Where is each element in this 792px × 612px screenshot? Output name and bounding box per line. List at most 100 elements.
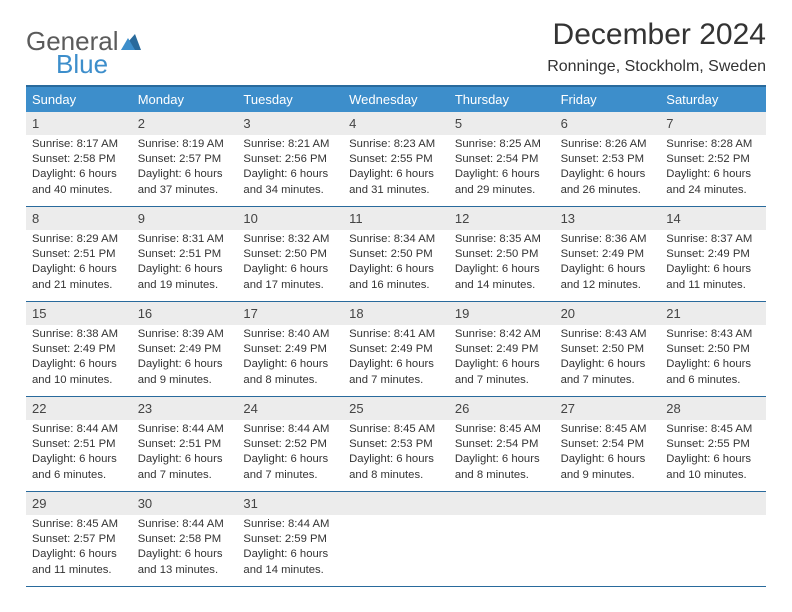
day-detail-line: and 17 minutes. — [243, 278, 337, 293]
day-detail-line: and 34 minutes. — [243, 183, 337, 198]
day-cell: 3Sunrise: 8:21 AMSunset: 2:56 PMDaylight… — [237, 112, 343, 206]
day-details: Sunrise: 8:34 AMSunset: 2:50 PMDaylight:… — [343, 230, 449, 293]
day-details: Sunrise: 8:44 AMSunset: 2:52 PMDaylight:… — [237, 420, 343, 483]
logo: General Blue — [26, 18, 141, 77]
day-details: Sunrise: 8:21 AMSunset: 2:56 PMDaylight:… — [237, 135, 343, 198]
day-number: 4 — [343, 112, 449, 135]
day-cell: 24Sunrise: 8:44 AMSunset: 2:52 PMDayligh… — [237, 397, 343, 491]
day-detail-line: and 7 minutes. — [138, 468, 232, 483]
day-detail-line: Sunrise: 8:44 AM — [138, 422, 232, 437]
day-number: 10 — [237, 207, 343, 230]
day-number: 13 — [555, 207, 661, 230]
day-detail-line: Sunrise: 8:26 AM — [561, 137, 655, 152]
day-detail-line: Sunset: 2:50 PM — [349, 247, 443, 262]
day-cell: 2Sunrise: 8:19 AMSunset: 2:57 PMDaylight… — [132, 112, 238, 206]
day-number: 12 — [449, 207, 555, 230]
day-detail-line: and 10 minutes. — [32, 373, 126, 388]
day-cell: 11Sunrise: 8:34 AMSunset: 2:50 PMDayligh… — [343, 207, 449, 301]
day-detail-line: Daylight: 6 hours — [561, 452, 655, 467]
day-details: Sunrise: 8:23 AMSunset: 2:55 PMDaylight:… — [343, 135, 449, 198]
day-detail-line: Sunrise: 8:17 AM — [32, 137, 126, 152]
day-details: Sunrise: 8:26 AMSunset: 2:53 PMDaylight:… — [555, 135, 661, 198]
day-detail-line: and 11 minutes. — [32, 563, 126, 578]
day-detail-line: Daylight: 6 hours — [455, 262, 549, 277]
day-cell: 9Sunrise: 8:31 AMSunset: 2:51 PMDaylight… — [132, 207, 238, 301]
day-detail-line: and 8 minutes. — [455, 468, 549, 483]
day-detail-line: Sunrise: 8:43 AM — [666, 327, 760, 342]
weeks-container: 1Sunrise: 8:17 AMSunset: 2:58 PMDaylight… — [26, 112, 766, 587]
day-cell: 15Sunrise: 8:38 AMSunset: 2:49 PMDayligh… — [26, 302, 132, 396]
day-detail-line: Sunset: 2:59 PM — [243, 532, 337, 547]
day-detail-line: and 12 minutes. — [561, 278, 655, 293]
day-detail-line: Daylight: 6 hours — [666, 167, 760, 182]
day-detail-line: Sunrise: 8:44 AM — [32, 422, 126, 437]
day-details: Sunrise: 8:44 AMSunset: 2:58 PMDaylight:… — [132, 515, 238, 578]
day-detail-line: Sunset: 2:58 PM — [32, 152, 126, 167]
day-cell: 4Sunrise: 8:23 AMSunset: 2:55 PMDaylight… — [343, 112, 449, 206]
day-number — [660, 492, 766, 515]
day-details: Sunrise: 8:28 AMSunset: 2:52 PMDaylight:… — [660, 135, 766, 198]
day-number: 11 — [343, 207, 449, 230]
day-detail-line: Sunset: 2:49 PM — [32, 342, 126, 357]
day-detail-line: Daylight: 6 hours — [32, 547, 126, 562]
day-detail-line: and 10 minutes. — [666, 468, 760, 483]
day-detail-line: Sunrise: 8:45 AM — [455, 422, 549, 437]
logo-text: General Blue — [26, 30, 119, 77]
day-number — [555, 492, 661, 515]
day-detail-line: and 11 minutes. — [666, 278, 760, 293]
day-detail-line: Daylight: 6 hours — [666, 357, 760, 372]
day-header: Thursday — [449, 87, 555, 112]
day-details: Sunrise: 8:38 AMSunset: 2:49 PMDaylight:… — [26, 325, 132, 388]
logo-mark-icon — [121, 34, 141, 50]
day-detail-line: Sunrise: 8:19 AM — [138, 137, 232, 152]
day-number: 23 — [132, 397, 238, 420]
day-number — [449, 492, 555, 515]
day-details: Sunrise: 8:35 AMSunset: 2:50 PMDaylight:… — [449, 230, 555, 293]
day-detail-line: Sunset: 2:53 PM — [349, 437, 443, 452]
day-number: 25 — [343, 397, 449, 420]
day-detail-line: Sunrise: 8:29 AM — [32, 232, 126, 247]
day-detail-line: Sunrise: 8:28 AM — [666, 137, 760, 152]
day-detail-line: Sunset: 2:54 PM — [561, 437, 655, 452]
day-detail-line: and 37 minutes. — [138, 183, 232, 198]
day-number: 31 — [237, 492, 343, 515]
day-detail-line: Sunset: 2:51 PM — [32, 437, 126, 452]
day-cell: 12Sunrise: 8:35 AMSunset: 2:50 PMDayligh… — [449, 207, 555, 301]
day-detail-line: Daylight: 6 hours — [243, 357, 337, 372]
day-header: Monday — [132, 87, 238, 112]
day-detail-line: and 26 minutes. — [561, 183, 655, 198]
day-number: 22 — [26, 397, 132, 420]
week-row: 1Sunrise: 8:17 AMSunset: 2:58 PMDaylight… — [26, 112, 766, 207]
day-detail-line: Sunrise: 8:25 AM — [455, 137, 549, 152]
day-cell — [660, 492, 766, 586]
day-detail-line: Sunset: 2:50 PM — [666, 342, 760, 357]
day-header: Wednesday — [343, 87, 449, 112]
day-number: 1 — [26, 112, 132, 135]
day-number: 20 — [555, 302, 661, 325]
day-cell: 19Sunrise: 8:42 AMSunset: 2:49 PMDayligh… — [449, 302, 555, 396]
day-detail-line: and 31 minutes. — [349, 183, 443, 198]
day-details: Sunrise: 8:36 AMSunset: 2:49 PMDaylight:… — [555, 230, 661, 293]
day-detail-line: and 7 minutes. — [349, 373, 443, 388]
day-cell: 31Sunrise: 8:44 AMSunset: 2:59 PMDayligh… — [237, 492, 343, 586]
day-details: Sunrise: 8:25 AMSunset: 2:54 PMDaylight:… — [449, 135, 555, 198]
day-detail-line: Daylight: 6 hours — [349, 262, 443, 277]
day-number: 5 — [449, 112, 555, 135]
logo-word-blue: Blue — [56, 53, 119, 76]
week-row: 22Sunrise: 8:44 AMSunset: 2:51 PMDayligh… — [26, 397, 766, 492]
day-detail-line: Sunrise: 8:44 AM — [138, 517, 232, 532]
day-cell: 14Sunrise: 8:37 AMSunset: 2:49 PMDayligh… — [660, 207, 766, 301]
day-detail-line: Sunrise: 8:45 AM — [561, 422, 655, 437]
day-header: Sunday — [26, 87, 132, 112]
day-details: Sunrise: 8:44 AMSunset: 2:51 PMDaylight:… — [132, 420, 238, 483]
day-number: 26 — [449, 397, 555, 420]
day-number: 8 — [26, 207, 132, 230]
day-header: Friday — [555, 87, 661, 112]
day-detail-line: Daylight: 6 hours — [138, 167, 232, 182]
day-detail-line: Sunset: 2:53 PM — [561, 152, 655, 167]
day-cell: 18Sunrise: 8:41 AMSunset: 2:49 PMDayligh… — [343, 302, 449, 396]
day-details: Sunrise: 8:43 AMSunset: 2:50 PMDaylight:… — [660, 325, 766, 388]
day-number: 16 — [132, 302, 238, 325]
day-details: Sunrise: 8:17 AMSunset: 2:58 PMDaylight:… — [26, 135, 132, 198]
day-detail-line: Sunrise: 8:31 AM — [138, 232, 232, 247]
